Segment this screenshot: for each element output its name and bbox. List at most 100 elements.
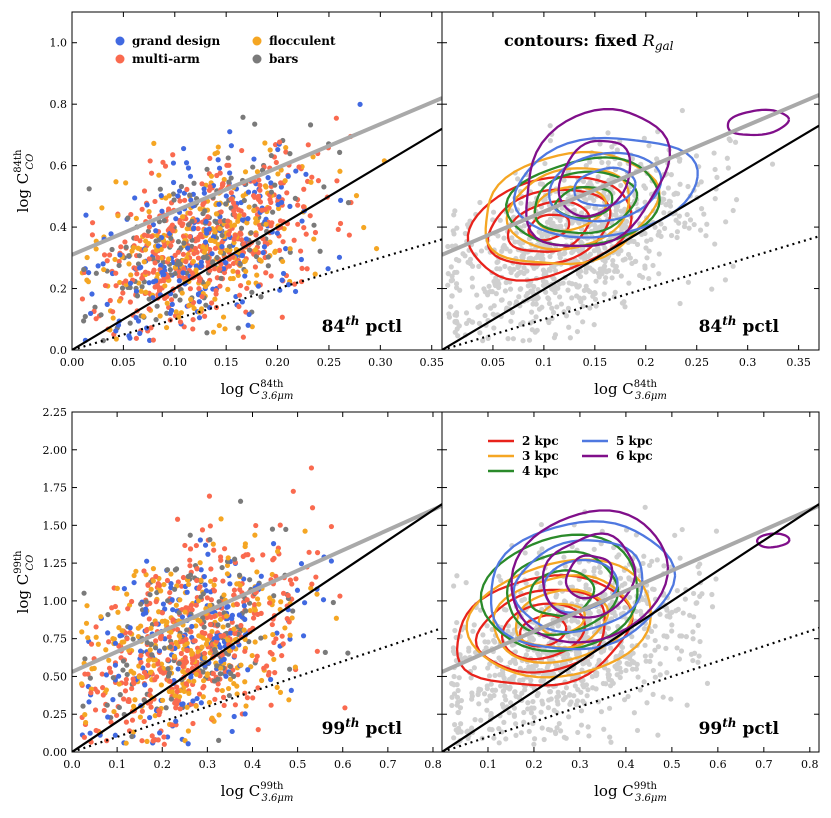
- scatter-point: [549, 671, 555, 677]
- scatter-point: [309, 505, 316, 511]
- scatter-point: [254, 596, 261, 602]
- scatter-point: [205, 214, 211, 220]
- scatter-point: [126, 728, 133, 734]
- scatter-point: [188, 602, 194, 608]
- scatter-point: [547, 253, 553, 260]
- scatter-point: [595, 247, 602, 253]
- scatter-point: [91, 665, 97, 671]
- scatter-point: [148, 233, 155, 240]
- scatter-point: [627, 594, 633, 601]
- scatter-point: [120, 696, 127, 702]
- scatter-point: [452, 722, 458, 728]
- scatter-point: [105, 611, 111, 618]
- scatter-point: [277, 287, 283, 293]
- scatter-point: [112, 662, 119, 668]
- scatter-point: [148, 170, 155, 176]
- scatter-point: [179, 290, 185, 296]
- scatter-point: [174, 688, 180, 695]
- scatter-point: [85, 279, 92, 285]
- scatter-point: [510, 336, 516, 342]
- scatter-point: [212, 229, 218, 235]
- scatter-point: [225, 555, 231, 561]
- scatter-point: [175, 193, 181, 199]
- scatter-point: [241, 603, 247, 609]
- scatter-point: [202, 542, 209, 548]
- scatter-point: [679, 526, 685, 533]
- scatter-point: [255, 193, 262, 199]
- scatter-point: [245, 322, 251, 328]
- scatter-point: [525, 700, 531, 706]
- scatter-point: [188, 674, 194, 680]
- scatter-point: [191, 250, 197, 257]
- scatter-point: [154, 232, 160, 239]
- scatter-point: [139, 674, 146, 681]
- contour-4-kpc: [533, 170, 639, 235]
- scatter-point: [214, 687, 220, 693]
- scatter-point: [168, 242, 174, 249]
- scatter-point: [616, 552, 622, 558]
- scatter-point: [181, 240, 187, 246]
- scatter-point: [276, 139, 283, 145]
- scatter-point: [691, 614, 697, 620]
- x-tick-label: 0.5: [663, 758, 681, 771]
- scatter-point: [234, 601, 240, 607]
- scatter-point: [279, 314, 285, 320]
- scatter-point: [164, 300, 170, 306]
- scatter-point: [180, 275, 186, 281]
- scatter-point: [180, 270, 186, 276]
- scatter-point: [252, 247, 259, 253]
- scatter-point: [166, 634, 172, 640]
- scatter-point: [607, 734, 613, 740]
- scatter-point: [613, 207, 619, 214]
- scatter-point: [142, 269, 149, 275]
- contour-5-kpc: [489, 520, 677, 651]
- scatter-point: [242, 169, 249, 175]
- scatter-point: [542, 160, 548, 167]
- scatter-point: [342, 705, 348, 711]
- scatter-point: [496, 573, 502, 579]
- scatter-point: [87, 675, 93, 681]
- scatter-point: [258, 294, 264, 300]
- scatter-point: [313, 574, 319, 580]
- scatter-point: [108, 231, 114, 237]
- scatter-point: [187, 173, 194, 179]
- scatter-point: [179, 638, 186, 644]
- scatter-point: [104, 258, 110, 264]
- scatter-point: [158, 278, 164, 284]
- scatter-point: [198, 259, 204, 265]
- scatter-point: [267, 600, 273, 606]
- scatter-point: [526, 337, 533, 343]
- scatter-point: [255, 240, 261, 246]
- scatter-point: [505, 336, 511, 342]
- scatter-point: [184, 270, 190, 276]
- scatter-point: [196, 315, 203, 321]
- scatter-point: [491, 325, 497, 331]
- scatter-point: [253, 232, 259, 238]
- scatter-point: [551, 276, 557, 282]
- scatter-point: [241, 627, 247, 633]
- scatter-point: [552, 268, 559, 274]
- scatter-point: [154, 674, 160, 680]
- scatter-point: [173, 705, 179, 711]
- scatter-point: [521, 270, 527, 276]
- scatter-point: [267, 147, 273, 153]
- scatter-point: [476, 686, 482, 692]
- scatter-point: [141, 568, 147, 574]
- scatter-point: [155, 243, 161, 249]
- scatter-point: [180, 574, 187, 581]
- scatter-point: [540, 278, 546, 284]
- scatter-point: [314, 550, 321, 556]
- scatter-point: [152, 645, 159, 651]
- scatter-point: [252, 532, 258, 538]
- scatter-point: [116, 298, 123, 304]
- scatter-point: [469, 693, 475, 699]
- scatter-point: [254, 653, 260, 659]
- scatter-point: [488, 305, 494, 311]
- scatter-point: [106, 665, 113, 671]
- scatter-point: [208, 597, 214, 603]
- scatter-point: [629, 643, 635, 649]
- scatter-point: [133, 288, 140, 294]
- scatter-point: [547, 727, 554, 733]
- scatter-point: [217, 671, 223, 677]
- scatter-point: [509, 235, 515, 241]
